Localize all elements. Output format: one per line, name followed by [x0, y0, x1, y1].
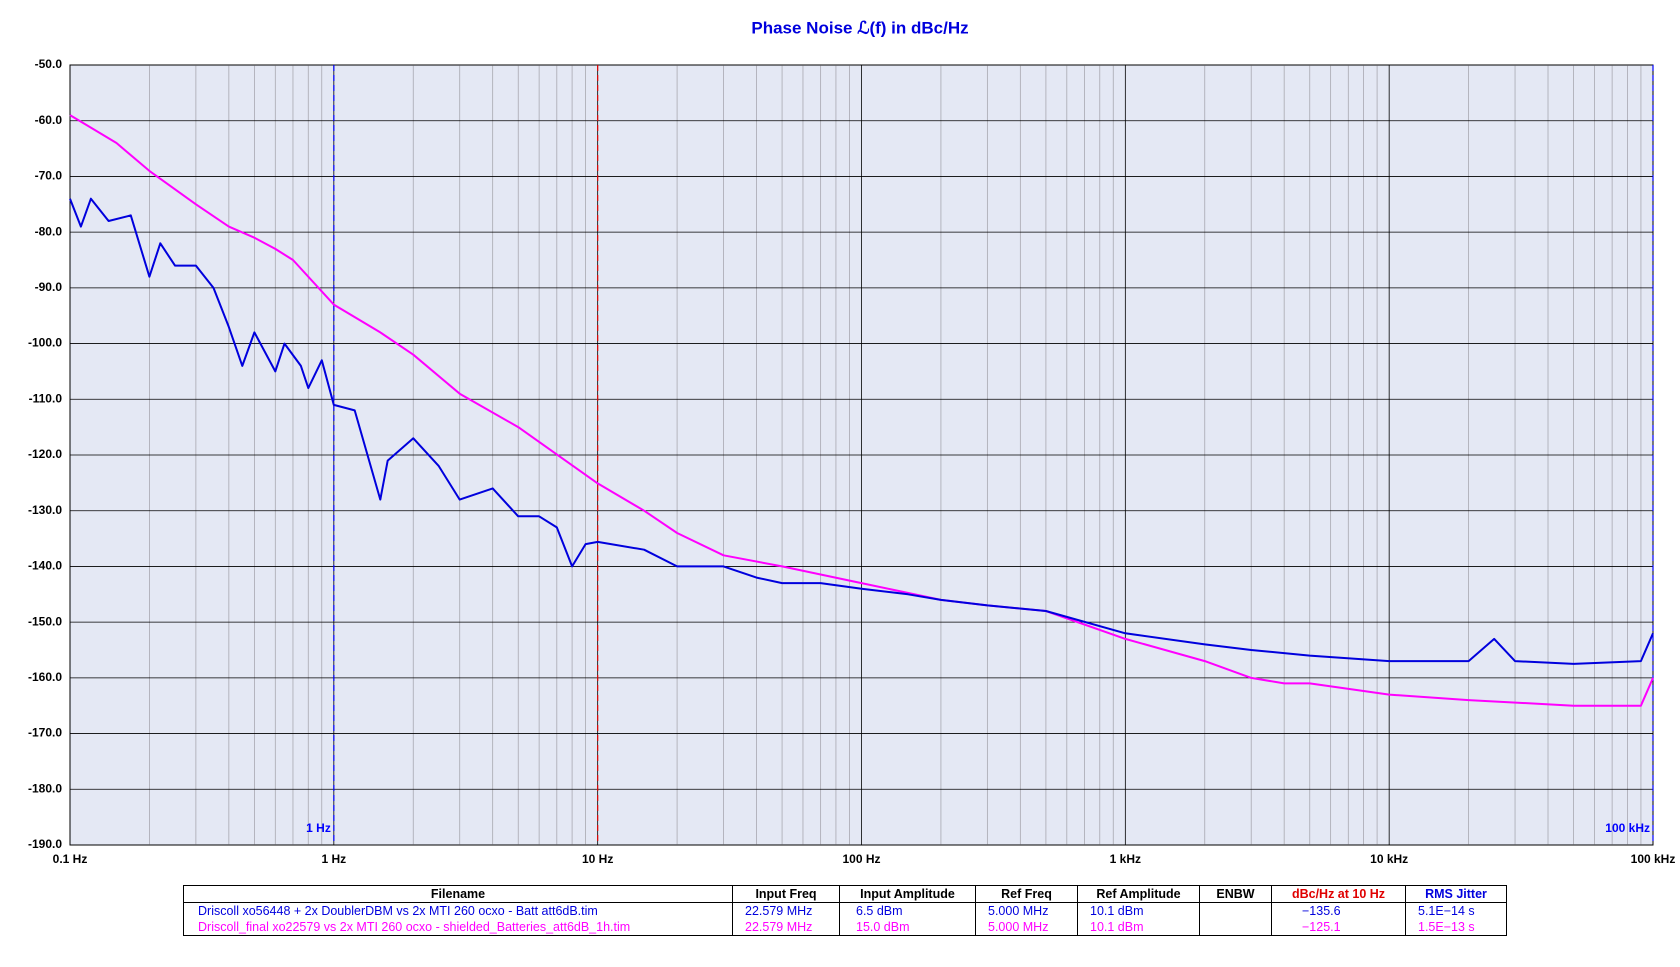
- y-tick-label: -140.0: [28, 559, 62, 573]
- y-tick-label: -50.0: [35, 57, 63, 71]
- y-tick-label: -110.0: [29, 391, 63, 405]
- column-header: Input Amplitude: [839, 885, 976, 903]
- table-cell: 22.579 MHz: [732, 902, 840, 919]
- y-tick-label: -180.0: [28, 781, 62, 795]
- x-tick-label: 0.1 Hz: [53, 852, 88, 866]
- column-header: Filename: [183, 885, 733, 903]
- y-tick-label: -130.0: [28, 503, 62, 517]
- table-cell: 10.1 dBm: [1077, 902, 1200, 919]
- table-cell: 1.5E−13 s: [1405, 919, 1507, 936]
- series-line: [69, 114, 1654, 707]
- table-cell: Driscoll_final xo22579 vs 2x MTI 260 ocx…: [183, 919, 733, 936]
- marker-label: 100 kHz: [1605, 821, 1650, 835]
- y-tick-label: -160.0: [28, 670, 62, 684]
- y-tick-label: -80.0: [35, 224, 63, 238]
- table-cell: 5.000 MHz: [975, 919, 1078, 936]
- table-cell: 22.579 MHz: [732, 919, 840, 936]
- column-header: ENBW: [1199, 885, 1272, 903]
- table-row: Driscoll_final xo22579 vs 2x MTI 260 ocx…: [183, 919, 1507, 936]
- y-tick-label: -120.0: [28, 447, 62, 461]
- x-tick-label: 100 Hz: [842, 852, 880, 866]
- y-tick-label: -170.0: [28, 726, 62, 740]
- table-cell: [1199, 919, 1272, 936]
- table-cell: 6.5 dBm: [839, 902, 976, 919]
- table-cell: [1199, 902, 1272, 919]
- table-cell: 10.1 dBm: [1077, 919, 1200, 936]
- x-tick-label: 10 kHz: [1370, 852, 1408, 866]
- x-tick-label: 100 kHz: [1631, 852, 1676, 866]
- y-tick-label: -190.0: [28, 837, 62, 851]
- series-line: [69, 197, 1654, 665]
- chart: Phase Noise ℒ(f) in dBc/Hz -50.0 -60.0 -70…: [28, 18, 1676, 866]
- table-cell: 5.1E−14 s: [1405, 902, 1507, 919]
- column-header: Input Freq: [732, 885, 840, 903]
- y-tick-label: -100.0: [28, 336, 62, 350]
- data-table: Filename Input Freq Input Amplitude Ref Fre…: [183, 885, 1507, 936]
- y-tick-label: -70.0: [35, 169, 63, 183]
- table-row: Driscoll xo56448 + 2x DoublerDBM vs 2x M…: [183, 902, 1507, 919]
- marker-label: 1 Hz: [306, 821, 331, 835]
- x-tick-label: 10 Hz: [582, 852, 613, 866]
- table-cell: Driscoll xo56448 + 2x DoublerDBM vs 2x M…: [183, 902, 733, 919]
- column-header: Ref Freq: [975, 885, 1078, 903]
- table-cell: 15.0 dBm: [839, 919, 976, 936]
- y-tick-label: -60.0: [35, 113, 63, 127]
- column-header: RMS Jitter: [1405, 885, 1507, 903]
- table-header: Filename Input Freq Input Amplitude Ref Fre…: [183, 885, 1507, 903]
- x-tick-label: 1 kHz: [1110, 852, 1141, 866]
- column-header: dBc/Hz at 10 Hz: [1271, 885, 1406, 903]
- y-tick-label: -150.0: [28, 614, 62, 628]
- table-cell: 5.000 MHz: [975, 902, 1078, 919]
- column-header: Ref Amplitude: [1077, 885, 1200, 903]
- table-cell: −135.6: [1271, 902, 1406, 919]
- x-tick-label: 1 Hz: [321, 852, 346, 866]
- chart-title: Phase Noise ℒ(f) in dBc/Hz: [751, 18, 968, 37]
- y-tick-label: -90.0: [35, 280, 63, 294]
- table-cell: −125.1: [1271, 919, 1406, 936]
